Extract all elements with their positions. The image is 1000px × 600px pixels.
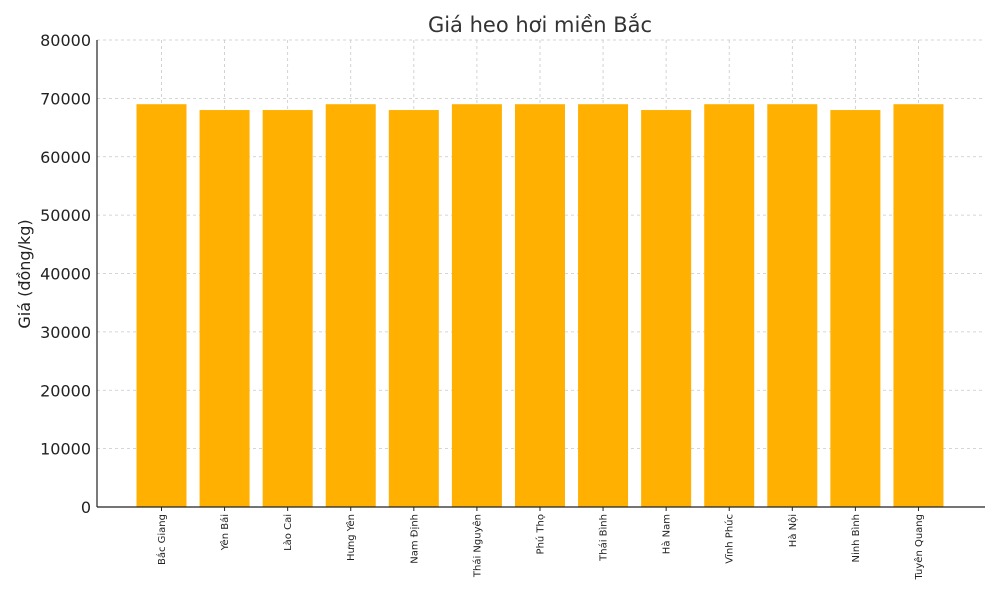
y-tick-label: 30000 (40, 323, 91, 342)
bar (388, 110, 439, 508)
y-tick-label: 80000 (40, 31, 91, 50)
x-tick-label: Tuyên Quang (913, 514, 925, 581)
axes (96, 40, 985, 508)
x-tick-label: Hà Nam (661, 514, 673, 554)
x-tick-label: Lào Cai (282, 514, 294, 551)
chart-title: Giá heo hơi miền Bắc (428, 13, 652, 37)
bar (578, 104, 629, 508)
bar (199, 110, 250, 508)
bar (641, 110, 692, 508)
x-tick-label: Hà Nội (787, 514, 799, 547)
x-tick-label: Phú Thọ (534, 514, 546, 554)
bar (704, 104, 755, 508)
y-tick-label: 20000 (40, 381, 91, 400)
x-tick-label: Thái Nguyên (471, 514, 483, 578)
y-tick-label: 40000 (40, 265, 91, 284)
y-tick-label: 10000 (40, 440, 91, 459)
y-tick-label: 50000 (40, 206, 91, 225)
x-tick-label: Hưng Yên (345, 514, 357, 561)
x-tick-labels: Bắc Giang Yên Bái Lào Cai Hưng Yên Nam Định T… (155, 507, 925, 581)
x-tick-label: Bắc Giang (155, 514, 168, 565)
bars (136, 104, 944, 508)
x-tick-label: Vĩnh Phúc (724, 514, 736, 564)
bar (451, 104, 502, 508)
y-tick-labels: 0 10000 20000 30000 40000 50000 60000 70000 8000… (40, 31, 91, 517)
y-axis-label: Giá (đồng/kg) (15, 219, 34, 328)
bar (262, 110, 313, 508)
y-tick-label: 70000 (40, 89, 91, 108)
y-tick-label: 60000 (40, 148, 91, 167)
x-tick-label: Thái Bình (598, 514, 610, 562)
bar (893, 104, 944, 508)
bar (514, 104, 565, 508)
bar (767, 104, 818, 508)
x-tick-label: Nam Định (409, 514, 420, 564)
y-tick-label: 0 (81, 498, 91, 517)
x-tick-label: Ninh Bình (850, 514, 862, 562)
bar (136, 104, 187, 508)
x-tick-label: Yên Bái (219, 514, 231, 551)
bar (325, 104, 376, 508)
bar (830, 110, 881, 508)
